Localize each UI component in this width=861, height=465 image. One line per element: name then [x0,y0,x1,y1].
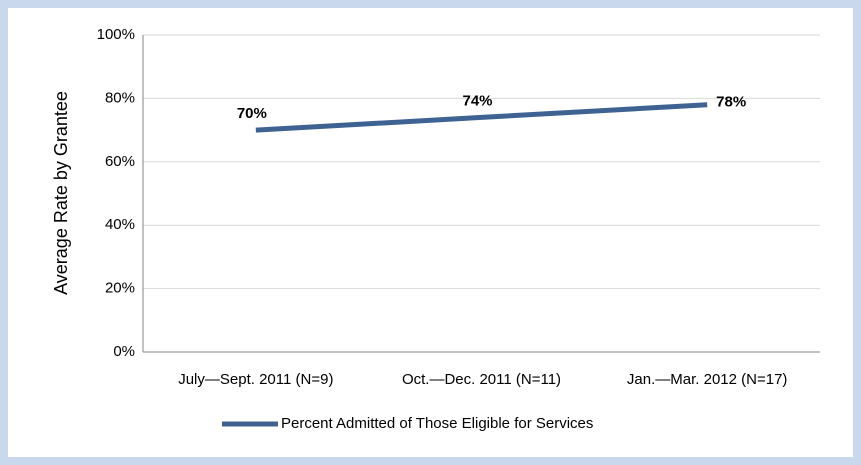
x-tick-label: July—Sept. 2011 (N=9) [178,371,333,388]
y-tick-label: 0% [113,343,135,360]
data-label: 70% [237,105,267,122]
series-line [255,102,708,133]
y-tick-label: 80% [105,89,135,106]
legend-label: Percent Admitted of Those Eligible for S… [281,415,593,432]
y-tick-label: 100% [97,26,135,43]
y-tick-label: 60% [105,153,135,170]
data-label: 74% [462,92,492,109]
data-label: 78% [716,94,746,111]
x-tick-label: Jan.—Mar. 2012 (N=17) [627,371,788,388]
y-tick-label: 40% [105,216,135,233]
y-axis-title: Average Rate by Grantee [51,91,71,295]
y-tick-label: 20% [105,280,135,297]
x-tick-label: Oct.—Dec. 2011 (N=11) [402,371,561,388]
